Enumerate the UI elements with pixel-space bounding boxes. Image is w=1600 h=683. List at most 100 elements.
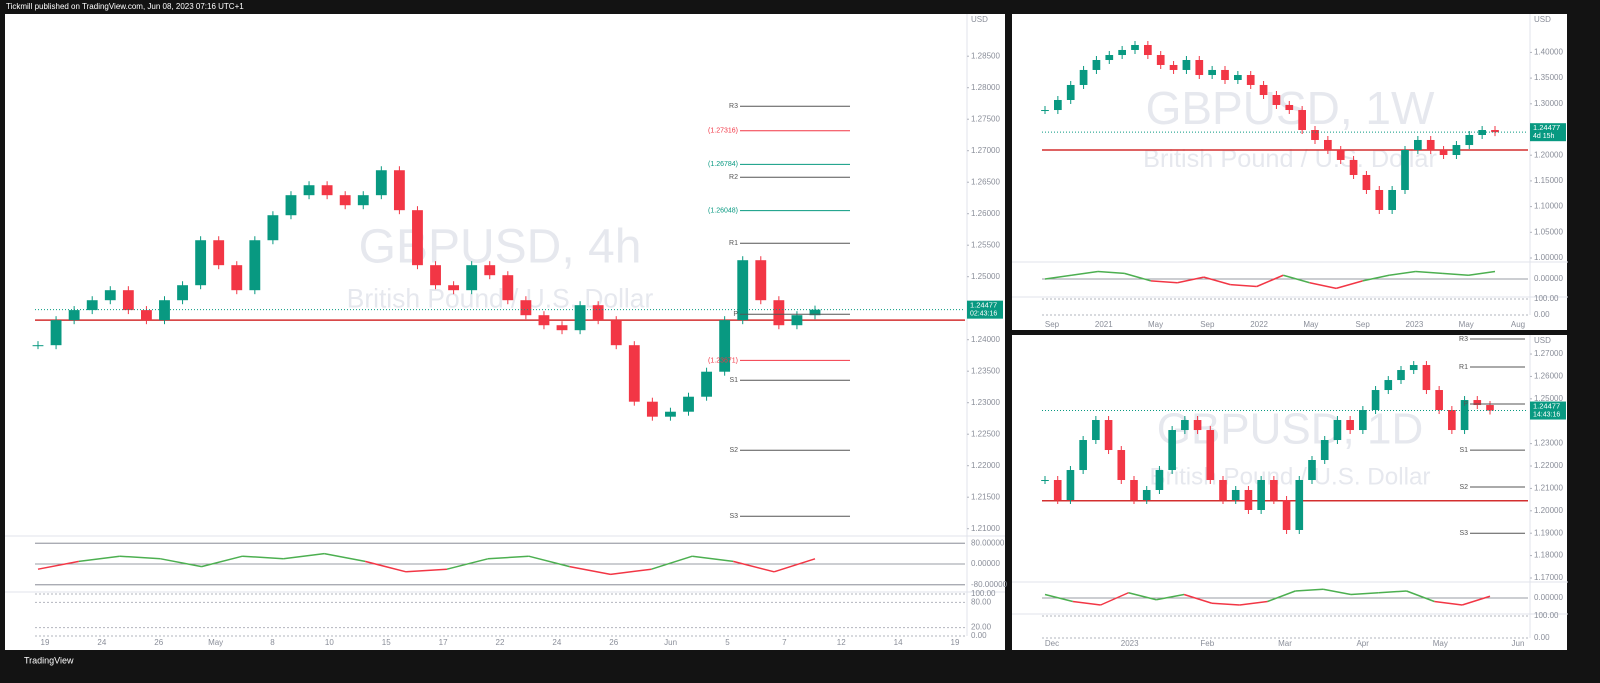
time-label: Sep	[1045, 320, 1060, 329]
oscillator-segment	[1230, 283, 1257, 288]
header-text: Tickmill published on TradingView.com, J…	[6, 2, 244, 11]
candle-body	[339, 195, 351, 206]
time-label: 19	[41, 638, 50, 647]
candle-body	[430, 265, 441, 286]
candle-body	[1195, 60, 1204, 76]
price-tick-label: 1.21000	[1534, 484, 1563, 493]
price-tick-label: 1.19000	[1534, 528, 1563, 537]
last-price-label: 1.24477	[1533, 402, 1560, 411]
price-tick-label: 1.23000	[971, 398, 1000, 407]
oscillator-segment	[1267, 590, 1296, 603]
candle-body	[538, 315, 550, 326]
candle-body	[122, 290, 134, 311]
oscillator-segment	[1097, 270, 1125, 275]
candle-body	[267, 215, 279, 241]
time-label: 2023	[1121, 639, 1139, 648]
pivot-label: S3	[729, 513, 738, 520]
oscillator-segment	[1350, 592, 1379, 596]
currency-label: USD	[1534, 336, 1551, 345]
time-label: 10	[325, 638, 334, 647]
price-tick-label: 1.20000	[1534, 506, 1563, 515]
oscillator-segment	[487, 555, 529, 560]
price-tick-label: 1.27000	[1534, 349, 1563, 358]
price-tick-label: 1.40000	[1534, 48, 1563, 57]
time-label: Jun	[1512, 639, 1525, 648]
candle-body	[1465, 134, 1474, 146]
candle-body	[502, 275, 514, 301]
time-label: May	[1459, 320, 1474, 329]
oscillator-segment	[1156, 593, 1185, 601]
oscillator-segment	[1177, 276, 1204, 284]
candle-body	[1168, 430, 1176, 471]
last-price-tag	[1530, 123, 1566, 142]
candle-body	[1359, 410, 1367, 431]
pivot-label: R3	[729, 103, 738, 110]
oscillator-tick-label: 0.00000	[1534, 593, 1563, 602]
countdown-label: 14:43:16	[1533, 411, 1560, 418]
time-label: 15	[382, 638, 391, 647]
stoch-tick-label: 100.00	[1534, 294, 1559, 303]
price-tick-label: 1.10000	[1534, 202, 1563, 211]
time-label: 22	[496, 638, 505, 647]
candle-body	[1130, 480, 1138, 501]
pivot-label: S1	[729, 377, 738, 384]
oscillator-segment	[1362, 274, 1390, 282]
oscillator-segment	[1071, 270, 1099, 276]
candle-body	[1336, 150, 1345, 160]
oscillator-segment	[1389, 270, 1416, 276]
last-price-tag	[967, 300, 1003, 319]
time-label: 17	[439, 638, 448, 647]
candle-body	[1142, 489, 1151, 501]
candle-body	[1092, 420, 1100, 441]
candle-body	[1105, 55, 1114, 61]
candle-body	[68, 310, 80, 321]
oscillator-tick-label: -80.00000	[971, 580, 1008, 589]
pivot-label: S3	[1459, 530, 1468, 537]
candle-body	[1193, 420, 1202, 431]
oscillator-segment	[1283, 274, 1310, 284]
candle-body	[1041, 480, 1049, 482]
candle-body	[1155, 470, 1164, 490]
oscillator-segment	[1295, 588, 1324, 592]
candle-body	[1041, 110, 1049, 112]
candle-body	[1448, 410, 1456, 431]
oscillator-segment	[1203, 276, 1231, 286]
candle-body	[1311, 130, 1319, 140]
candle-body	[104, 290, 116, 301]
candle-body	[1439, 150, 1448, 155]
time-label: Feb	[1200, 639, 1214, 648]
candle-body	[1066, 84, 1075, 100]
time-label: 19	[951, 638, 960, 647]
candle-body	[628, 345, 640, 402]
candle-body	[1131, 44, 1139, 50]
time-label: 8	[270, 638, 275, 647]
time-label: Sep	[1200, 320, 1215, 329]
oscillator-segment	[528, 555, 570, 568]
price-tick-label: 1.22500	[971, 429, 1000, 438]
candle-body	[1401, 150, 1409, 190]
price-tick-label: 1.15000	[1534, 176, 1563, 185]
pivot-label: R1	[1459, 364, 1468, 371]
price-tick-label: 1.25000	[971, 272, 1000, 281]
candle-body	[1244, 489, 1253, 510]
candle-body	[1219, 480, 1227, 501]
candle-body	[140, 310, 152, 321]
candle-body	[32, 345, 44, 347]
price-tick-label: 1.23500	[971, 366, 1000, 375]
candle-body	[1414, 139, 1422, 151]
pivot-label: (1.23671)	[708, 357, 738, 364]
candle-body	[1409, 365, 1418, 371]
price-tick-label: 1.05000	[1534, 227, 1563, 236]
oscillator-segment	[78, 555, 120, 563]
candle-body	[1285, 104, 1294, 111]
candle-body	[773, 300, 785, 326]
price-tick-label: 1.25500	[971, 240, 1000, 249]
stoch-tick-label: 0.00	[1534, 310, 1550, 319]
candle-body	[1452, 145, 1461, 155]
time-label: Aug	[1511, 320, 1525, 329]
time-label: May	[1303, 320, 1318, 329]
oscillator-segment	[242, 555, 284, 560]
candle-body	[1206, 430, 1215, 481]
time-label: Dec	[1045, 639, 1059, 648]
